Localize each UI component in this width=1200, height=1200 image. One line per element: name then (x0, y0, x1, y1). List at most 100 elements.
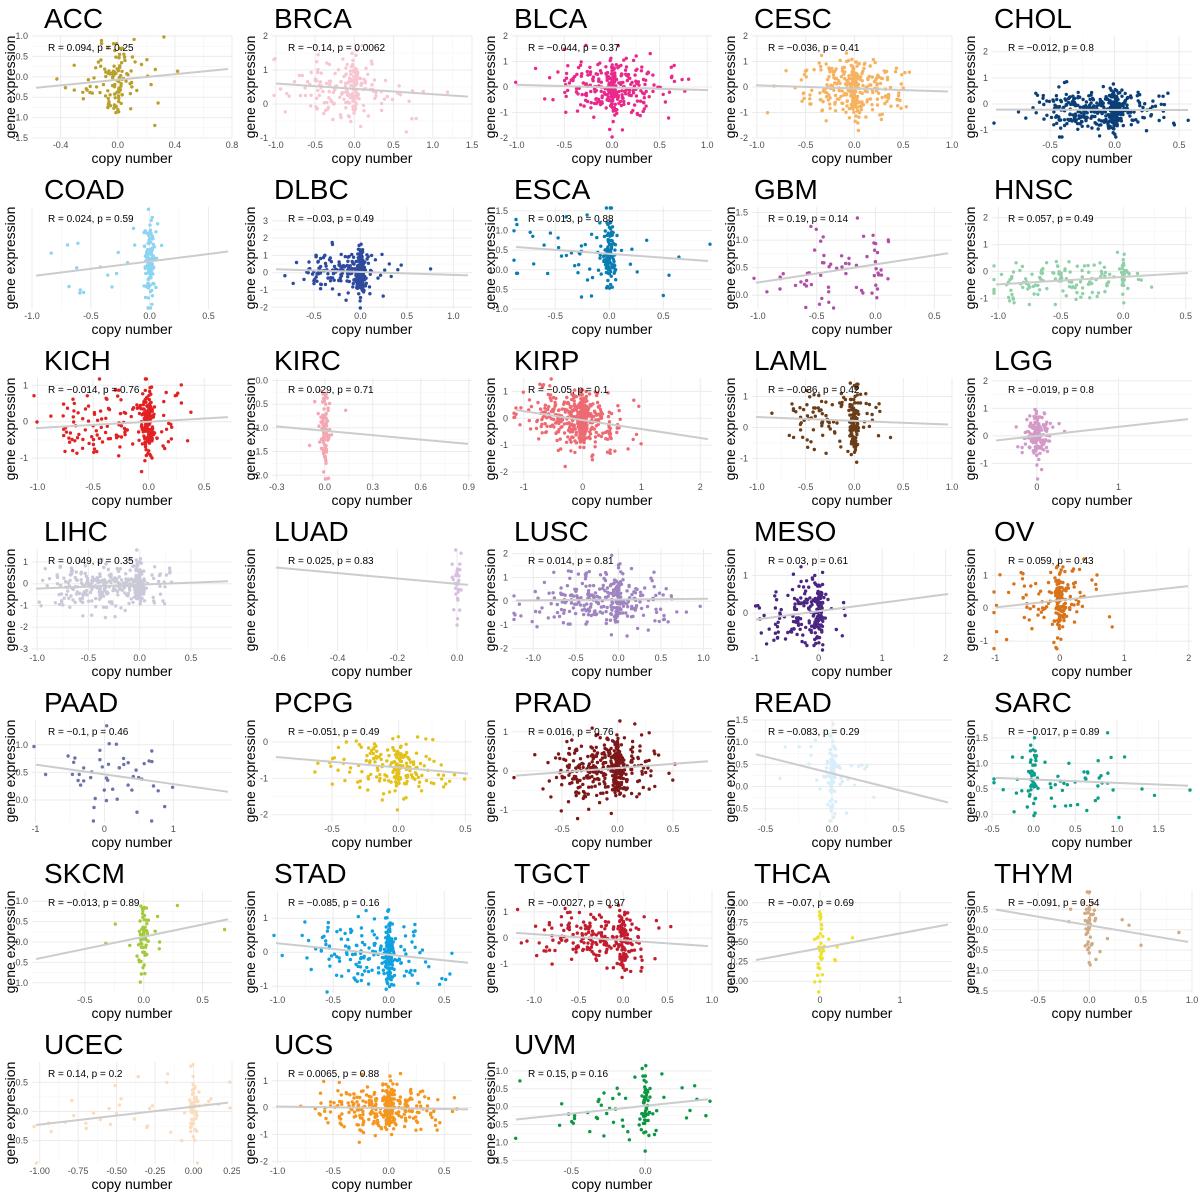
data-point (820, 582, 825, 587)
data-point (57, 602, 62, 607)
data-point (312, 281, 316, 286)
scatter-plot-acc: R = 0.094, p = 0.25-0.4 0.0 0.4 0.8-1.5-1.0… (2, 3, 238, 166)
data-point (517, 602, 522, 606)
x-axis-label: copy number (1052, 150, 1133, 166)
data-point (837, 88, 841, 93)
data-point (831, 73, 836, 77)
data-point (565, 584, 570, 588)
data-point (99, 41, 104, 46)
data-point (1064, 103, 1069, 107)
data-point (616, 586, 620, 590)
data-point (337, 260, 341, 264)
data-point (514, 412, 518, 416)
data-point (613, 113, 617, 117)
data-point (797, 584, 801, 588)
data-point (139, 561, 143, 565)
data-point (143, 459, 147, 463)
data-point (619, 607, 623, 612)
data-point (94, 429, 99, 433)
y-tick-label: 0 (983, 431, 988, 441)
data-point (362, 267, 366, 271)
data-point (875, 97, 880, 101)
data-point (1071, 113, 1075, 117)
data-point (115, 566, 120, 571)
data-point (78, 558, 82, 563)
data-point (827, 424, 831, 429)
data-point (85, 394, 90, 398)
data-point (1022, 584, 1027, 588)
data-point (114, 41, 119, 46)
panel-title: HNSC (994, 174, 1073, 205)
y-axis-label: gene expression (2, 378, 18, 481)
data-point (669, 65, 673, 69)
data-point (821, 433, 825, 437)
data-point (804, 305, 808, 310)
x-axis-label: copy number (1052, 492, 1133, 508)
data-point (305, 80, 310, 84)
x-tick-label: -1.0 (990, 311, 1006, 321)
data-point (366, 72, 370, 77)
data-point (139, 586, 143, 590)
x-tick-label: 0.5 (198, 482, 211, 492)
data-point (635, 626, 640, 631)
data-point (809, 282, 814, 287)
data-point (92, 76, 96, 80)
data-point (351, 83, 355, 88)
data-point (1108, 272, 1112, 276)
data-point (567, 426, 572, 430)
data-point (548, 393, 553, 397)
data-point (810, 88, 814, 93)
data-point (1110, 114, 1115, 119)
data-point (91, 442, 96, 447)
data-point (580, 388, 585, 392)
data-point (1149, 113, 1154, 117)
data-point (81, 90, 85, 95)
data-point (189, 410, 193, 414)
data-point (119, 101, 123, 106)
data-point (645, 604, 650, 609)
data-point (579, 423, 583, 427)
data-point (884, 95, 888, 99)
data-point (601, 583, 605, 588)
data-point (145, 231, 149, 235)
data-point (1067, 118, 1071, 123)
data-point (775, 636, 780, 640)
data-point (804, 597, 808, 601)
panel-title: CESC (754, 3, 832, 34)
data-point (324, 402, 328, 406)
data-point (123, 58, 127, 63)
data-point (457, 578, 461, 582)
data-point (598, 407, 602, 411)
points (55, 35, 180, 128)
data-point (634, 68, 638, 73)
data-point (106, 46, 110, 50)
data-point (796, 600, 801, 604)
data-point (80, 446, 85, 450)
data-point (153, 565, 157, 569)
y-axis-label: gene expression (482, 36, 498, 139)
data-point (847, 106, 852, 111)
data-point (358, 299, 362, 303)
data-point (1059, 637, 1063, 641)
data-point (452, 608, 456, 612)
data-point (573, 587, 577, 591)
data-point (326, 406, 330, 410)
data-point (577, 600, 581, 604)
x-tick-label: -0.5 (547, 311, 563, 321)
data-point (116, 394, 120, 398)
data-point (542, 243, 546, 247)
data-point (140, 591, 144, 596)
data-point (72, 88, 77, 92)
data-point (854, 263, 859, 267)
data-point (113, 579, 117, 584)
data-point (326, 433, 331, 437)
data-point (1055, 647, 1059, 651)
data-point (1054, 579, 1058, 583)
data-point (669, 75, 674, 80)
data-point (347, 115, 351, 119)
data-point (569, 405, 573, 410)
data-point (613, 588, 617, 592)
data-point (615, 108, 619, 112)
data-point (759, 631, 763, 635)
data-point (528, 230, 532, 234)
